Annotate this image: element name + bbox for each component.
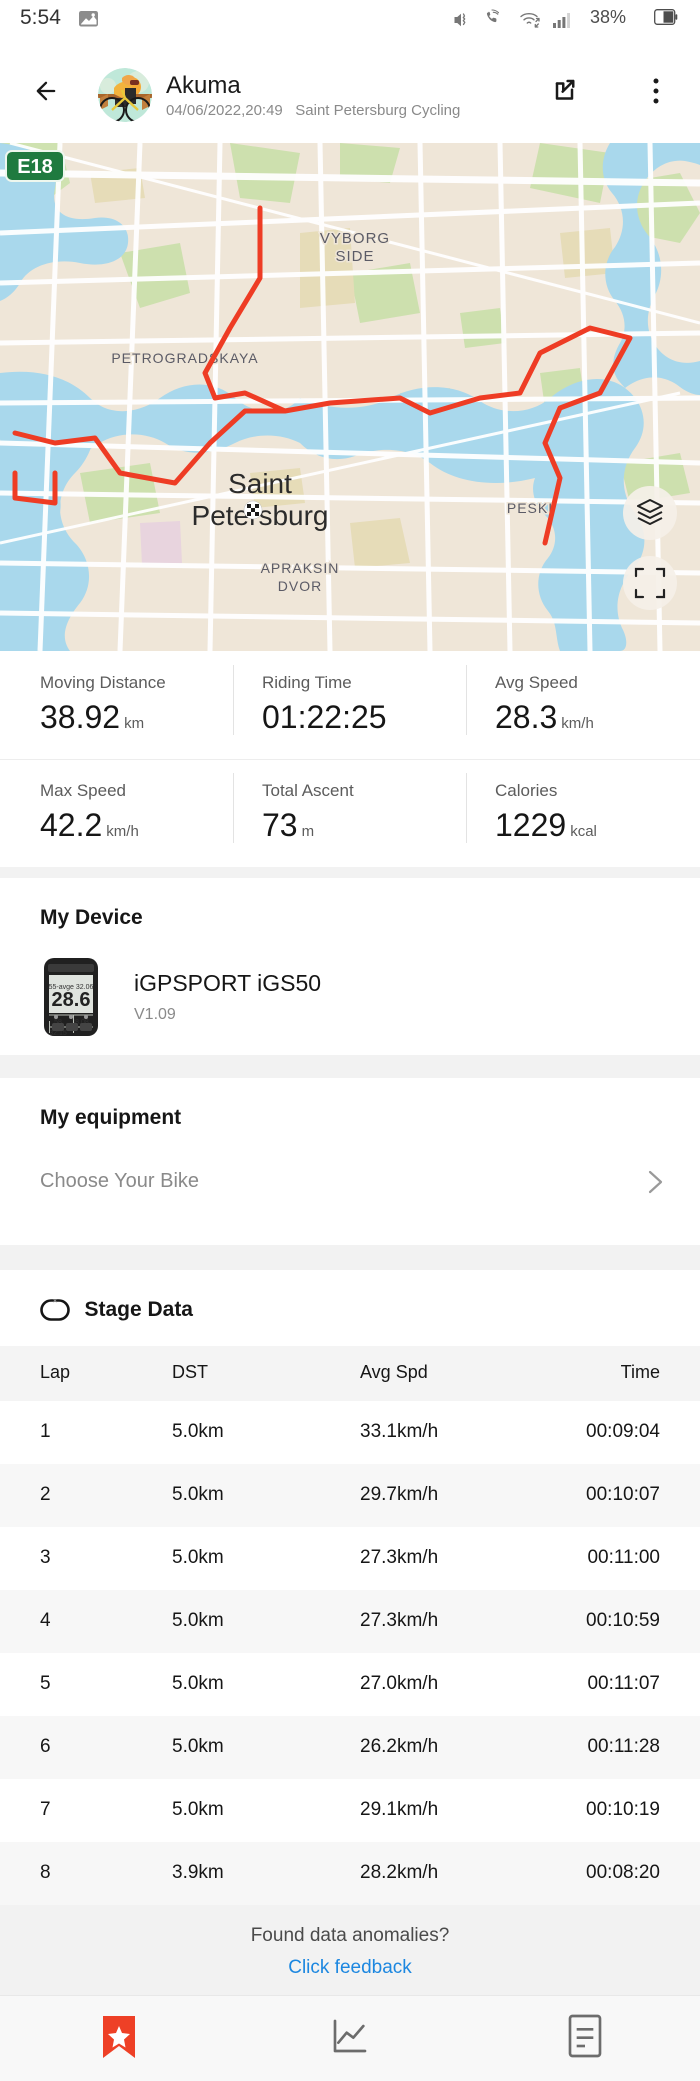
svg-text:32:15: 32:15 [49, 1030, 67, 1037]
svg-text:SIDE: SIDE [335, 248, 374, 265]
svg-text:DVOR: DVOR [278, 578, 322, 594]
svg-text:PESKI: PESKI [507, 500, 553, 516]
svg-text:Saint: Saint [228, 468, 292, 499]
svg-text:APRAKSIN: APRAKSIN [261, 560, 340, 576]
svg-text:28.6: 28.6 [52, 989, 91, 1011]
svg-text:PETROGRADSKAYA: PETROGRADSKAYA [111, 350, 258, 366]
svg-text:VYBORG: VYBORG [320, 230, 390, 247]
svg-text:E18: E18 [17, 156, 53, 178]
